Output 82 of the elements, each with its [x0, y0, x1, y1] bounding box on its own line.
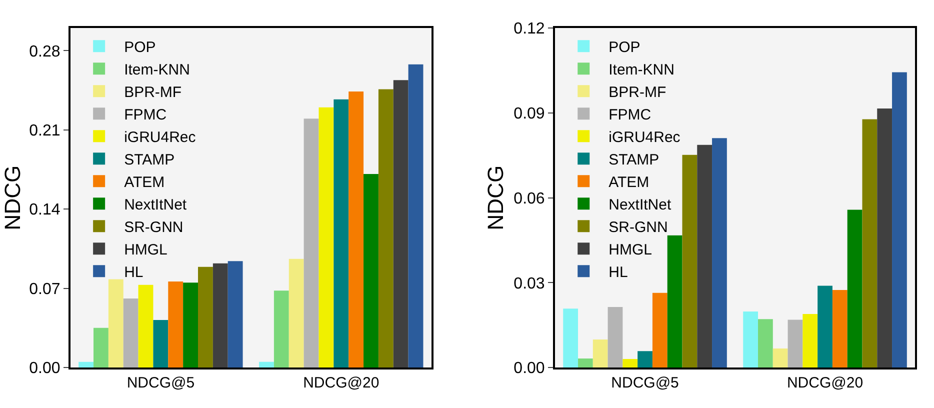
bar: [682, 154, 698, 368]
bar: [78, 362, 94, 368]
legend-label: HMGL: [124, 241, 168, 258]
bar: [334, 99, 349, 368]
legend-label: FPMC: [608, 106, 652, 124]
bar: [847, 210, 862, 368]
bar: [772, 348, 788, 368]
legend-label: HMGL: [608, 241, 652, 258]
legend-label: ATEM: [608, 174, 650, 191]
bar: [743, 312, 758, 368]
y-tick-label: 0.28: [29, 43, 60, 60]
legend-label: iGRU4Rec: [608, 128, 681, 146]
bar: [652, 292, 668, 368]
y-tick-label: 0.14: [29, 202, 60, 219]
legend-label: HL: [608, 264, 628, 281]
bar: [168, 282, 184, 368]
y-tick-label: 0.00: [29, 360, 60, 378]
legend-label: FPMC: [124, 106, 167, 124]
bar: [622, 359, 638, 368]
bar: [198, 266, 213, 368]
legend-label: BPR-MF: [124, 84, 182, 101]
x-tick-label: NDCG@20: [786, 374, 864, 392]
bar: [608, 306, 623, 368]
bar: [348, 91, 364, 368]
bar: [228, 261, 243, 368]
legend-label: STAMP: [608, 151, 660, 168]
bar: [259, 362, 274, 368]
bar: [862, 119, 878, 368]
y-tick-label: 0.09: [514, 106, 545, 123]
bar: [712, 138, 727, 368]
bar: [818, 286, 832, 368]
bar: [274, 290, 289, 368]
y-tick-label: 0.12: [514, 20, 545, 38]
bar: [393, 80, 408, 368]
legend-label: ATEM: [124, 174, 165, 191]
bar: [758, 319, 773, 368]
bar: [802, 314, 818, 368]
legend-label: Item-KNN: [608, 61, 674, 78]
legend-label: BPR-MF: [608, 84, 666, 101]
y-tick-label: 0.03: [514, 275, 545, 292]
y-axis-title: NDCG: [482, 165, 508, 230]
bar: [667, 235, 682, 368]
y-tick-label: 0.07: [29, 280, 60, 298]
bar: [304, 118, 319, 368]
legend-label: NextItNet: [124, 196, 188, 214]
bar: [697, 144, 712, 368]
bar: [94, 328, 108, 368]
y-tick-label: 0.00: [514, 360, 545, 378]
bar: [318, 107, 334, 368]
x-tick-label: NDCG@5: [126, 374, 195, 392]
bar: [892, 72, 907, 368]
y-tick-label: 0.21: [29, 122, 60, 140]
bar: [364, 174, 378, 368]
x-tick-label: NDCG@20: [303, 374, 380, 392]
legend-label: NextItNet: [608, 196, 672, 214]
legend-label: Item-KNN: [124, 61, 190, 78]
legend-label: SR-GNN: [608, 218, 668, 236]
legend-label: POP: [124, 38, 156, 56]
bar: [183, 282, 198, 368]
y-tick-label: 0.06: [514, 190, 545, 208]
bar: [123, 298, 138, 368]
bar: [153, 320, 168, 368]
bar: [212, 263, 228, 368]
bar: [578, 358, 593, 368]
bar: [288, 258, 304, 368]
legend-label: HL: [124, 264, 144, 281]
bar: [788, 320, 803, 368]
bar: [638, 351, 652, 368]
legend-label: POP: [608, 38, 640, 56]
bar: [563, 308, 578, 368]
bar: [378, 89, 394, 368]
bar: [408, 64, 424, 368]
legend-label: SR-GNN: [124, 218, 184, 236]
legend-label: STAMP: [124, 151, 175, 168]
bar: [877, 108, 892, 368]
legend-label: iGRU4Rec: [124, 128, 196, 146]
bar: [138, 284, 154, 368]
x-tick-label: NDCG@5: [611, 374, 679, 392]
bar: [108, 279, 124, 368]
bar: [832, 290, 848, 368]
y-axis-title: NDCG: [0, 165, 25, 230]
bar: [592, 340, 608, 368]
